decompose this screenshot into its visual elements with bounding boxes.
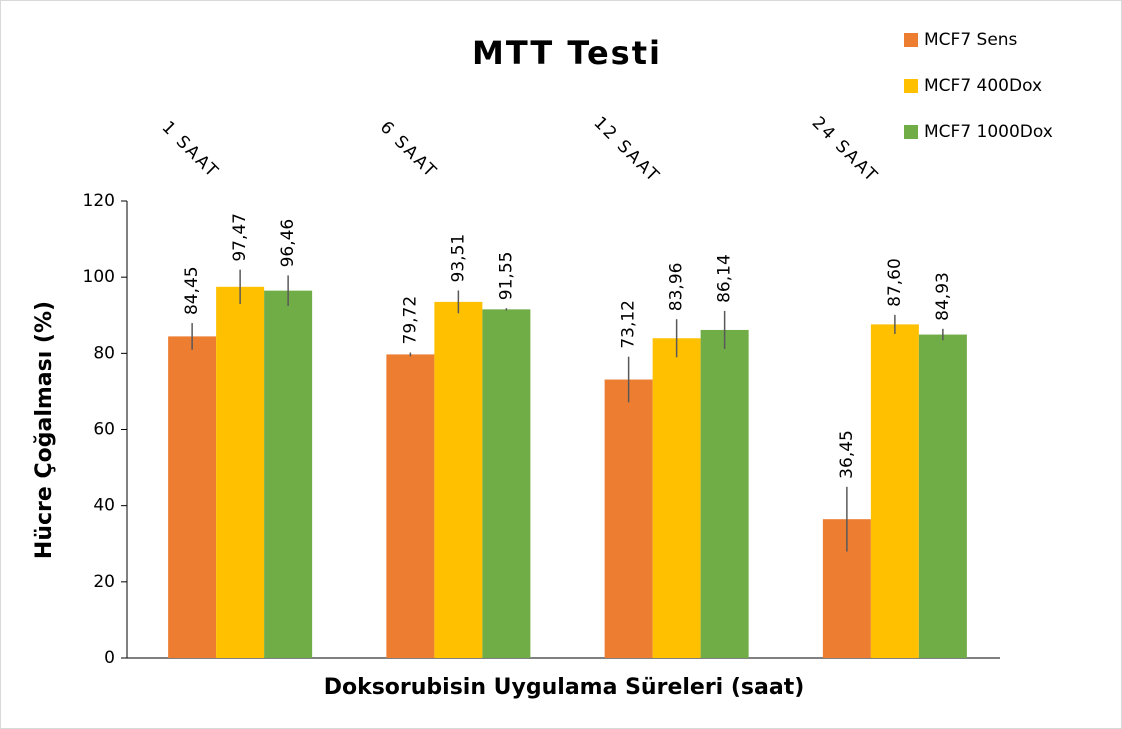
value-label: 97,47 [230, 213, 250, 262]
value-label: 83,96 [667, 263, 687, 312]
value-label: 73,12 [619, 300, 639, 349]
chart-title: MTT Testi [472, 34, 662, 72]
value-label: 84,93 [933, 272, 953, 321]
bar [216, 286, 265, 658]
bar [264, 290, 313, 658]
legend-label: MCF7 1000Dox [924, 122, 1053, 142]
bar [700, 329, 749, 658]
bar [652, 338, 701, 658]
legend-swatch [904, 79, 918, 93]
bar [434, 301, 483, 658]
y-tick-label: 40 [93, 496, 115, 516]
y-tick-label: 0 [104, 648, 115, 668]
y-tick-label: 60 [93, 420, 115, 440]
legend-label: MCF7 400Dox [924, 76, 1042, 96]
x-axis-title: Doksorubisin Uygulama Süreleri (saat) [324, 675, 805, 700]
value-label: 36,45 [837, 430, 857, 479]
value-label: 79,72 [400, 296, 420, 345]
value-label: 86,14 [715, 254, 735, 303]
legend-swatch [904, 33, 918, 47]
value-label: 91,55 [496, 252, 516, 301]
value-label: 93,51 [448, 234, 468, 283]
y-axis-title: Hücre Çoğalması (%) [32, 301, 57, 559]
legend-label: MCF7 Sens [924, 30, 1018, 50]
bar [386, 354, 435, 658]
y-tick-label: 80 [93, 343, 115, 363]
y-tick-label: 20 [93, 572, 115, 592]
bar [482, 309, 531, 658]
value-label: 84,45 [182, 266, 202, 315]
bar [918, 334, 967, 658]
y-tick-label: 100 [83, 267, 115, 287]
bar [870, 324, 919, 658]
value-label: 96,46 [278, 219, 298, 268]
bar [604, 379, 653, 658]
value-label: 87,60 [885, 258, 905, 307]
y-tick-label: 120 [83, 191, 115, 211]
legend-swatch [904, 125, 918, 139]
bar [168, 336, 217, 658]
